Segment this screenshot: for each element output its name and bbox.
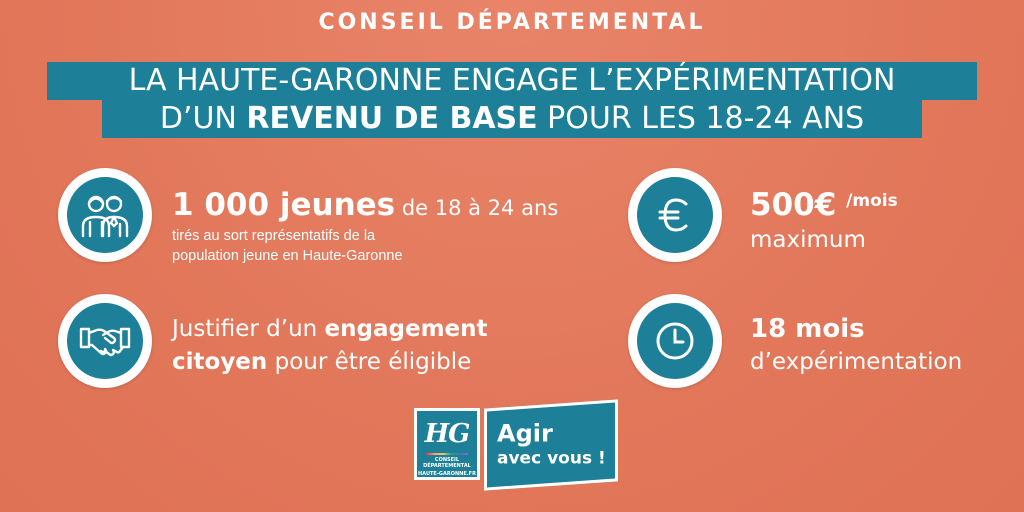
slogan-line-2: avec vous ! xyxy=(497,448,606,469)
euro-badge xyxy=(628,168,722,262)
people-badge xyxy=(58,168,152,262)
people-icon xyxy=(81,195,129,238)
title-line-2: D’UN REVENU DE BASE POUR LES 18-24 ANS xyxy=(102,100,922,138)
engagement-bold: engagement xyxy=(324,316,488,342)
jeunes-age-range: de 18 à 24 ans xyxy=(395,196,559,220)
montant-unit: /mois xyxy=(846,191,898,211)
engagement-rest: pour être éligible xyxy=(267,349,472,375)
title-line-1: LA HAUTE-GARONNE ENGAGE L’EXPÉRIMENTATIO… xyxy=(47,62,977,100)
montant-qualifier: maximum xyxy=(750,227,866,253)
engagement-block: Justifier d’un engagement citoyen pour ê… xyxy=(172,313,488,379)
duree-block: 18 mois d’expérimentation xyxy=(750,313,962,379)
euro-icon xyxy=(658,198,688,232)
kicker-title: CONSEIL DÉPARTEMENTAL xyxy=(318,10,706,35)
logo-small-line-1: CONSEIL DÉPARTEMENTAL xyxy=(423,457,471,469)
citoyen-bold: citoyen xyxy=(172,349,268,375)
duree-duration: 18 mois xyxy=(750,314,865,344)
department-logo: HG CONSEIL DÉPARTEMENTAL HAUTE-GARONNE.F… xyxy=(414,399,620,496)
hg-monogram: HG xyxy=(424,419,471,449)
jeunes-block: 1 000 jeunes de 18 à 24 ans tirés au sor… xyxy=(172,187,558,266)
title-line-1-text: LA HAUTE-GARONNE ENGAGE L’EXPÉRIMENTATIO… xyxy=(128,63,896,98)
handshake-badge xyxy=(58,294,152,388)
montant-block: 500€ /mois maximum xyxy=(750,187,898,257)
logo-color-stripe xyxy=(426,453,468,455)
montant-amount: 500€ xyxy=(750,187,837,223)
handshake-icon xyxy=(79,327,131,357)
title-line-2-bold: REVENU DE BASE xyxy=(246,101,538,136)
slogan-line-1: Agir xyxy=(497,419,553,448)
jeunes-headline: 1 000 jeunes xyxy=(172,187,396,223)
logo-small-line-2: HAUTE-GARONNE.FR xyxy=(418,471,476,477)
engagement-pre: Justifier d’un xyxy=(172,316,325,342)
clock-icon xyxy=(656,322,694,360)
jeunes-sub-2: population jeune en Haute-Garonne xyxy=(172,248,403,264)
jeunes-sub-1: tirés au sort représentatifs de la xyxy=(172,228,376,244)
title-line-2-post: POUR LES 18-24 ANS xyxy=(537,101,865,136)
slogan-bubble: Agir avec vous ! xyxy=(484,399,618,491)
title-line-2-pre: D’UN xyxy=(159,101,247,136)
hg-logo-box: HG CONSEIL DÉPARTEMENTAL HAUTE-GARONNE.F… xyxy=(414,408,480,480)
duree-label: d’expérimentation xyxy=(750,349,963,375)
clock-badge xyxy=(628,294,722,388)
